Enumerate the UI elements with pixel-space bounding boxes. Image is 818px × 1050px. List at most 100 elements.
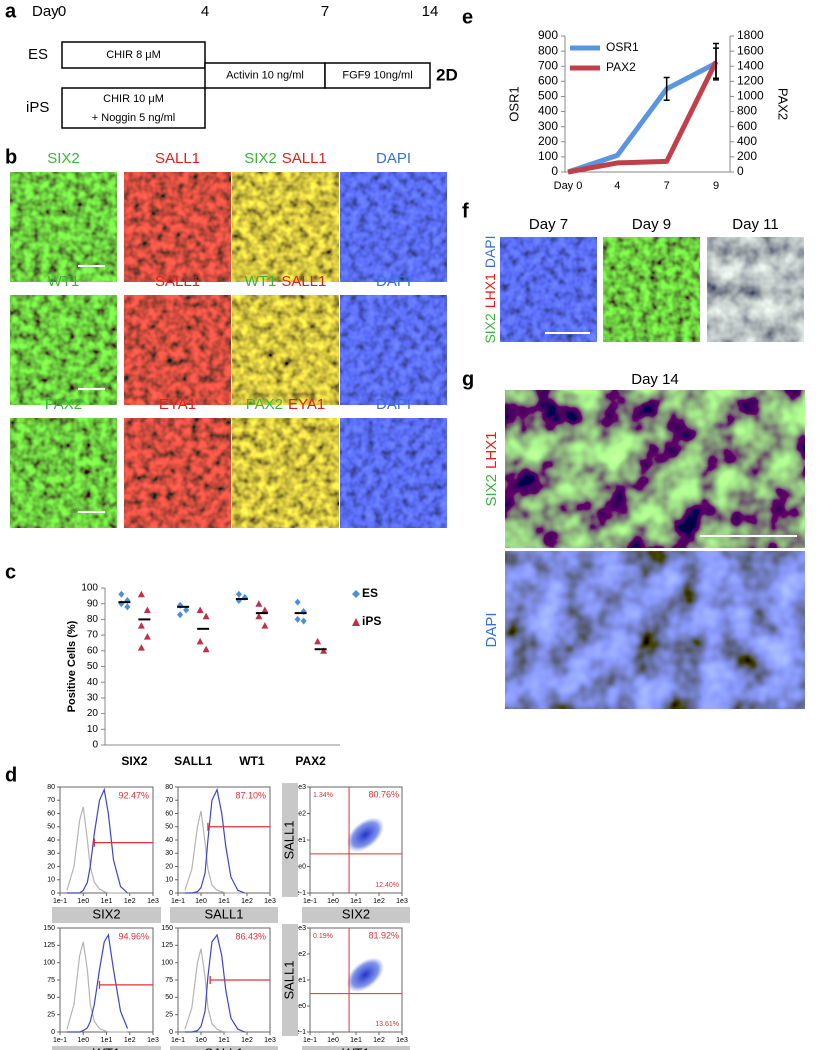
data-point [137, 590, 145, 598]
panel-label: a [5, 0, 17, 22]
data-point [294, 615, 301, 623]
y-tick-label: 10 [87, 724, 99, 735]
y-tick-label: 900 [538, 28, 558, 42]
micrograph [340, 295, 447, 405]
x-axis-label: SIX2 [92, 906, 120, 921]
histogram-curve [184, 948, 245, 1033]
legend-marker [352, 618, 360, 626]
x-tick-label: 7 [664, 180, 670, 192]
data-point [300, 617, 307, 625]
x-tick-label: 1e-1 [303, 898, 317, 905]
histogram-curve [66, 941, 128, 1033]
y-tick-label: 90 [87, 598, 99, 609]
plot-frame [59, 927, 154, 1033]
channel-label: SALL1 [155, 150, 200, 167]
y-tick-label: 100 [161, 960, 173, 967]
x-tick-label: 1e1 [218, 898, 230, 905]
data-line [567, 60, 718, 175]
x-tick-label: 1e-1 [53, 898, 67, 905]
y-tick-label: 0 [169, 890, 173, 897]
data-point [196, 637, 204, 645]
y-tick-label: 75 [47, 977, 55, 984]
data-point [143, 633, 151, 640]
x-tick-label: 1e1 [101, 1037, 113, 1044]
histogram-curve [66, 787, 128, 894]
day-number: 7 [321, 3, 329, 20]
y-tick-label: 1e1 [294, 837, 306, 844]
y-tick-label: 80 [47, 784, 55, 791]
y-tick-label: 50 [47, 994, 55, 1001]
x-axis-label: SALL1 [204, 906, 243, 921]
y-tick-label: 100 [81, 583, 98, 594]
y-tick-label: 0 [551, 164, 558, 178]
side-label: DAPI [483, 612, 500, 647]
quadrant-percent: 13.61% [375, 1021, 399, 1028]
y-tick-label: 50 [165, 994, 173, 1001]
gate [98, 980, 153, 989]
side-label: SIX2 LHX1 [483, 431, 500, 506]
micrograph [340, 172, 447, 282]
y-tick-label: 70 [47, 797, 55, 804]
label-part: SIX2 [483, 474, 500, 507]
axis-label-box [52, 1046, 161, 1050]
data-point [183, 606, 190, 614]
y-tick-label: 1e3 [294, 925, 306, 932]
day-title: Day 9 [632, 216, 671, 233]
y-tick-label: 75 [165, 977, 173, 984]
legend-label: iPS [362, 614, 381, 628]
y-tick-label: 60 [165, 810, 173, 817]
axis-label-box [170, 907, 278, 923]
y-tick-label: 80 [87, 614, 99, 625]
quadrant-percent: 80.76% [368, 789, 399, 799]
data-point [294, 598, 301, 606]
data-point [143, 606, 151, 613]
y-tick-label: 400 [538, 104, 558, 118]
data-point [177, 611, 184, 619]
x-tick-label: SIX2 [121, 754, 147, 768]
x-tick-label: 1e2 [241, 1037, 253, 1044]
data-point [202, 612, 210, 620]
channel-label: EYA1 [159, 396, 196, 413]
day-title: Day 14 [631, 371, 679, 388]
x-tick-label: 1e2 [124, 898, 136, 905]
y-tick-label: 80 [165, 784, 173, 791]
y-tick-label: 40 [165, 837, 173, 844]
label-part: PAX2 [45, 396, 82, 413]
data-point [261, 622, 269, 629]
y-tick-label: 30 [165, 850, 173, 857]
label-part: DAPI [376, 150, 411, 167]
y-tick-label: 60 [47, 810, 55, 817]
histogram-curve [184, 787, 245, 894]
step-text: FGF9 10ng/ml [342, 69, 412, 81]
y2-tick-label: 800 [737, 104, 757, 118]
micrograph [232, 295, 339, 405]
step-text: Activin 10 ng/ml [226, 69, 304, 81]
x-tick-label: 1e3 [264, 898, 276, 905]
channel-label: PAX2 [45, 396, 82, 413]
micrograph [340, 418, 447, 528]
x-tick-label: 1e0 [195, 898, 207, 905]
histogram-curve [66, 933, 129, 1033]
step-text: + Noggin 5 ng/ml [92, 112, 175, 124]
label-part: LHX1 [482, 273, 498, 308]
channel-label: DAPI [376, 273, 411, 290]
x-tick-label: 1e1 [218, 1037, 230, 1044]
axis-label-box [302, 1046, 410, 1050]
y-tick-label: 20 [165, 863, 173, 870]
day-number: 0 [58, 3, 66, 20]
channel-label: DAPI [376, 396, 411, 413]
channel-label: SALL1 [155, 273, 200, 290]
label-part: WT1 [245, 273, 277, 290]
x-tick-label: 1e3 [147, 1037, 159, 1044]
x-tick-label: 1e0 [77, 898, 89, 905]
x-tick-label: 1e1 [101, 898, 113, 905]
step-box [324, 62, 431, 89]
y-tick-label: 20 [87, 708, 99, 719]
x-tick-label: 9 [713, 180, 719, 192]
y-tick-label: 1e2 [294, 951, 306, 958]
panel-label: c [5, 561, 16, 583]
micrograph [232, 418, 339, 528]
y-tick-label: 40 [47, 837, 55, 844]
label-part: SALL1 [281, 273, 326, 290]
